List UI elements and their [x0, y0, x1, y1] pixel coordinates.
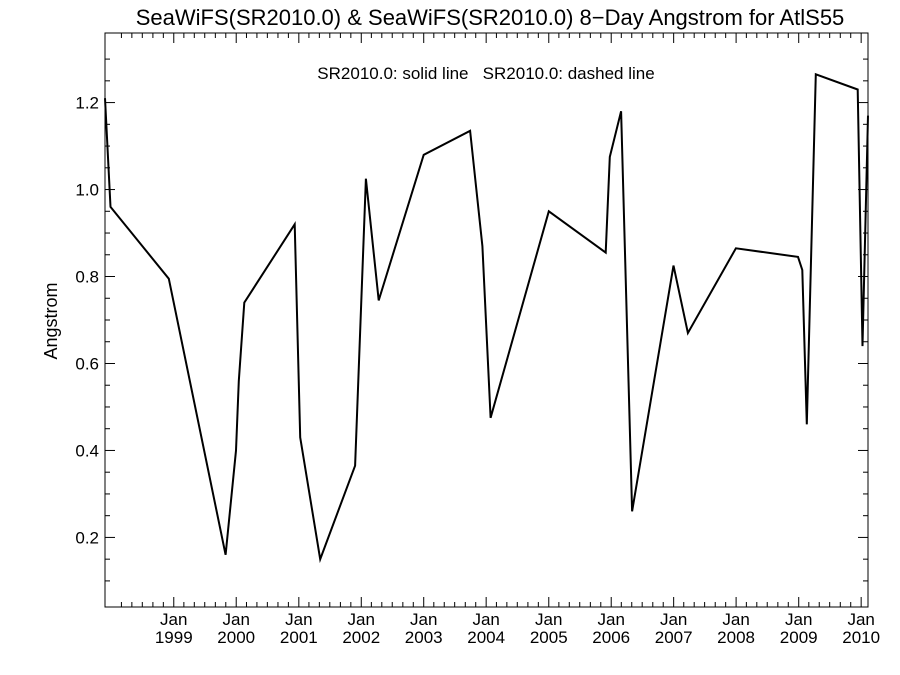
x-tick-month: Jan — [410, 610, 437, 629]
y-tick-label: 1.0 — [75, 181, 99, 200]
x-tick-month: Jan — [660, 610, 687, 629]
x-tick-month: Jan — [348, 610, 375, 629]
x-tick-month: Jan — [223, 610, 250, 629]
y-tick-labels: 0.2 0.4 0.6 0.8 1.0 1.2 — [75, 94, 99, 548]
x-tick-month: Jan — [285, 610, 312, 629]
y-tick-label: 1.2 — [75, 94, 99, 113]
y-tick-label: 0.2 — [75, 528, 99, 547]
chart-title: SeaWiFS(SR2010.0) & SeaWiFS(SR2010.0) 8−… — [136, 5, 845, 30]
x-tick-year: 1999 — [155, 628, 193, 647]
x-tick-year: 2002 — [342, 628, 380, 647]
legend-annotation: SR2010.0: solid line SR2010.0: dashed li… — [317, 64, 654, 83]
x-tick-labels: Jan1999Jan2000Jan2001Jan2002Jan2003Jan20… — [155, 610, 880, 647]
x-tick-month: Jan — [160, 610, 187, 629]
x-tick-year: 2009 — [780, 628, 818, 647]
series-line — [104, 72, 869, 564]
x-tick-month: Jan — [722, 610, 749, 629]
x-tick-year: 2008 — [717, 628, 755, 647]
y-tick-label: 0.4 — [75, 441, 99, 460]
x-tick-year: 2005 — [530, 628, 568, 647]
x-tick-month: Jan — [598, 610, 625, 629]
y-tick-label: 0.6 — [75, 354, 99, 373]
x-tick-month: Jan — [785, 610, 812, 629]
x-tick-month: Jan — [472, 610, 499, 629]
y-axis-label: Angstrom — [41, 282, 61, 359]
x-tick-month: Jan — [847, 610, 874, 629]
x-tick-year: 2003 — [405, 628, 443, 647]
x-tick-year: 2010 — [842, 628, 880, 647]
x-tick-year: 2006 — [592, 628, 630, 647]
x-tick-year: 2007 — [655, 628, 693, 647]
x-tick-year: 2004 — [467, 628, 505, 647]
x-tick-year: 2001 — [280, 628, 318, 647]
axis-ticks — [105, 33, 868, 607]
series-layer — [104, 72, 869, 564]
x-tick-year: 2000 — [217, 628, 255, 647]
x-tick-month: Jan — [535, 610, 562, 629]
y-tick-label: 0.8 — [75, 268, 99, 287]
